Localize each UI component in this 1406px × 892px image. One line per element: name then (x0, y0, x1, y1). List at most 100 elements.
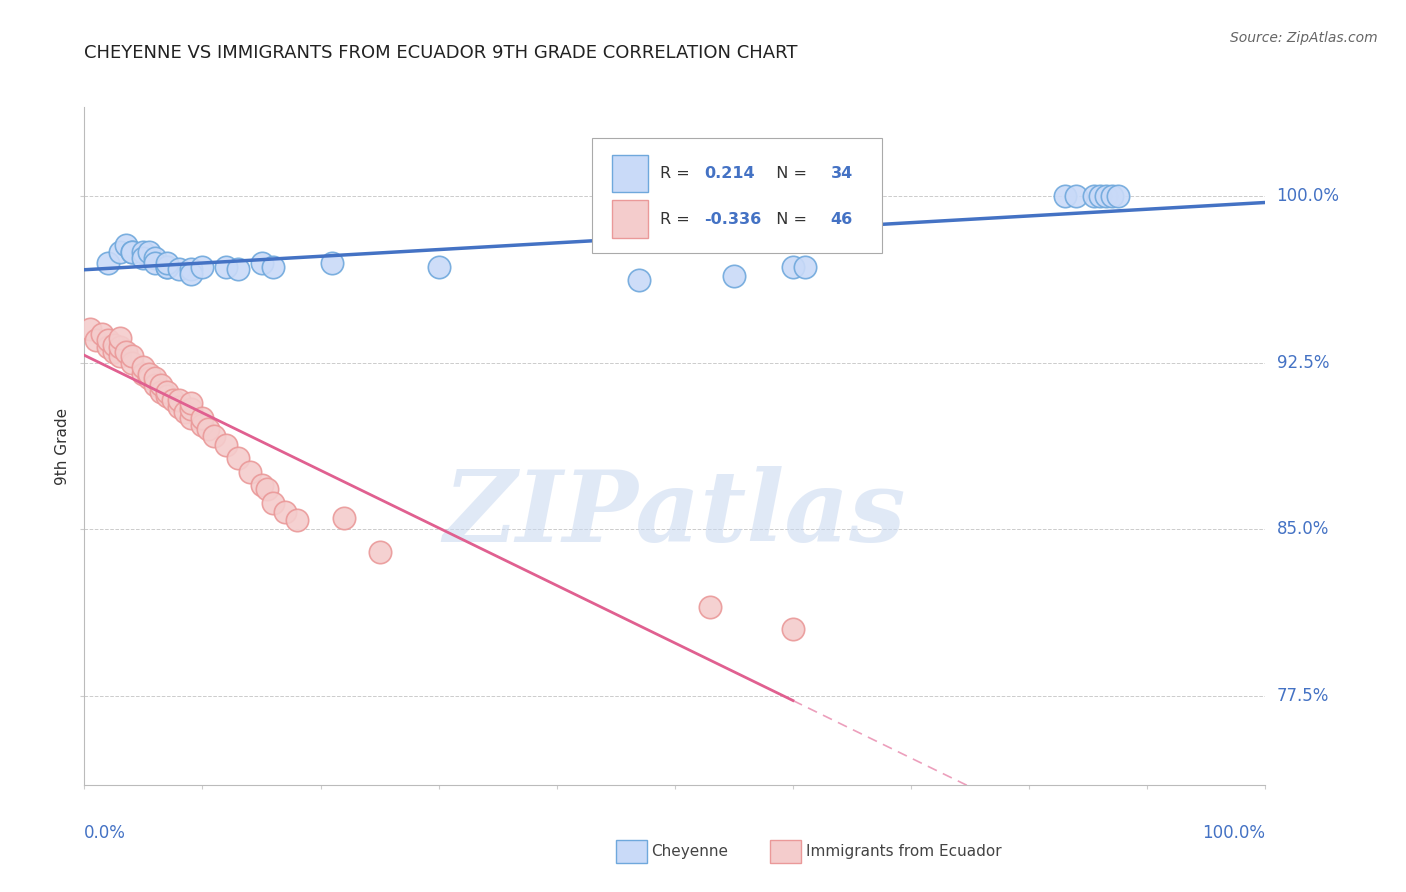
Point (108, 340, 131, 354)
Point (156, 260, 179, 274)
Point (138, 244, 160, 259)
Point (262, 260, 284, 274)
Point (167, 400, 190, 414)
Point (143, 371, 166, 385)
Point (103, 344, 125, 359)
Point (103, 338, 125, 352)
Point (138, 367, 160, 381)
Point (91, 326, 114, 341)
Point (156, 255, 179, 269)
Point (1107, 189, 1129, 203)
Point (1053, 189, 1076, 203)
Point (97, 334, 120, 348)
Point (121, 244, 143, 259)
Text: 0.0%: 0.0% (84, 824, 127, 842)
Point (239, 465, 262, 479)
Point (162, 393, 184, 408)
Point (156, 384, 179, 399)
Bar (612, 201, 648, 237)
Text: Source: ZipAtlas.com: Source: ZipAtlas.com (1230, 31, 1378, 45)
Text: 85.0%: 85.0% (1277, 520, 1329, 539)
Point (121, 244, 143, 259)
Point (132, 244, 155, 259)
Text: 34: 34 (831, 166, 853, 181)
Point (167, 262, 190, 277)
Point (114, 237, 136, 252)
Point (156, 389, 179, 403)
Point (180, 411, 202, 425)
Point (1066, 189, 1088, 203)
Y-axis label: 9th Grade: 9th Grade (55, 408, 70, 484)
Point (226, 262, 249, 277)
Point (108, 349, 131, 363)
Point (108, 244, 131, 259)
Point (782, 623, 804, 637)
Point (699, 600, 721, 615)
Point (191, 260, 214, 274)
Point (143, 377, 166, 392)
Point (215, 260, 238, 274)
Point (1101, 189, 1123, 203)
Text: CHEYENNE VS IMMIGRANTS FROM ECUADOR 9TH GRADE CORRELATION CHART: CHEYENNE VS IMMIGRANTS FROM ECUADOR 9TH … (84, 45, 797, 62)
Point (723, 268, 745, 283)
Point (108, 331, 131, 345)
Text: 100.0%: 100.0% (1202, 824, 1265, 842)
FancyBboxPatch shape (592, 137, 882, 252)
Point (427, 260, 450, 274)
Point (333, 511, 356, 525)
Point (79, 322, 101, 336)
Point (274, 505, 297, 519)
Text: 100.0%: 100.0% (1277, 187, 1340, 205)
Text: R =: R = (659, 211, 695, 227)
Text: 46: 46 (831, 211, 853, 227)
Point (250, 478, 273, 492)
Point (114, 344, 136, 359)
Point (782, 260, 804, 274)
Point (84, 334, 107, 348)
Point (173, 404, 195, 418)
Point (250, 255, 273, 269)
Text: R =: R = (659, 166, 695, 181)
Point (156, 260, 179, 274)
Point (180, 262, 202, 277)
Point (97, 340, 120, 354)
Point (97, 255, 120, 269)
Point (226, 451, 249, 466)
Point (368, 544, 391, 558)
Point (150, 377, 173, 392)
Text: 77.5%: 77.5% (1277, 687, 1329, 705)
Point (180, 402, 202, 417)
Point (143, 255, 166, 269)
Point (167, 393, 190, 408)
Point (215, 438, 238, 452)
Text: Immigrants from Ecuador: Immigrants from Ecuador (806, 845, 1001, 859)
Point (191, 411, 214, 425)
Point (150, 384, 173, 399)
Point (1088, 189, 1111, 203)
Point (132, 367, 155, 381)
Point (191, 417, 214, 432)
Point (197, 422, 219, 436)
Point (1083, 189, 1105, 203)
Point (628, 273, 651, 287)
Point (793, 260, 815, 274)
Text: N =: N = (766, 211, 811, 227)
Point (262, 496, 284, 510)
Text: -0.336: -0.336 (704, 211, 762, 227)
Point (321, 255, 343, 269)
Point (285, 513, 308, 527)
Text: 0.214: 0.214 (704, 166, 755, 181)
Point (132, 251, 155, 265)
Point (143, 251, 166, 265)
Point (121, 356, 143, 370)
Text: ZIPatlas: ZIPatlas (444, 466, 905, 562)
Point (256, 483, 278, 497)
Point (180, 395, 202, 409)
Point (138, 371, 160, 385)
Point (121, 349, 143, 363)
Point (180, 267, 202, 281)
Point (202, 429, 225, 443)
Text: N =: N = (766, 166, 811, 181)
Point (1095, 189, 1118, 203)
Point (132, 360, 155, 375)
